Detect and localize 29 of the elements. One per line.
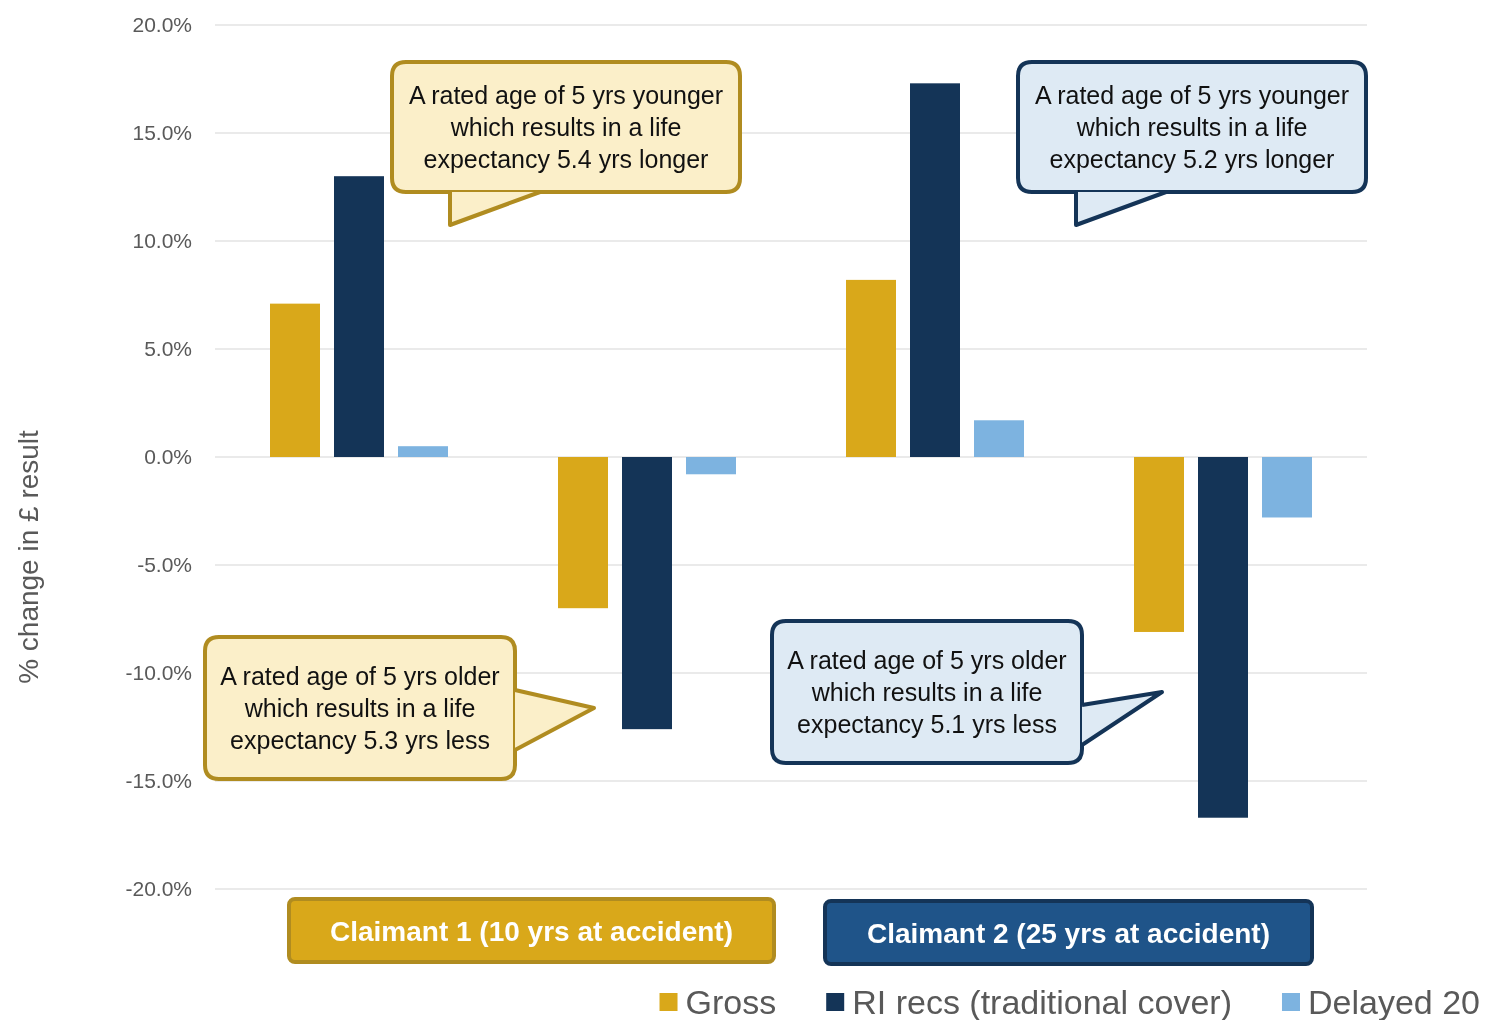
bar: [974, 420, 1024, 457]
annotation: A rated age of 5 yrs younger which results in a life expectancy 5.4 yrs longer: [408, 81, 724, 173]
y-tick-label: 10.0%: [132, 229, 192, 253]
y-axis-title: % change in £ result: [13, 429, 44, 684]
text: Claimant 1 (10 yrs at accident): [329, 915, 734, 947]
bar: [398, 446, 448, 457]
bar: [1262, 457, 1312, 518]
annotation: A rated age of 5 yrs older which results in a life expectancy 5.1 yrs less: [787, 646, 1067, 738]
bar: [270, 303, 320, 457]
y-tick-label: 0.0%: [144, 445, 192, 469]
text: Claimant 2 (25 yrs at accident): [866, 917, 1271, 949]
bar: [1134, 457, 1184, 632]
bar: [558, 457, 608, 609]
bar: [334, 176, 384, 457]
y-tick-label: -20.0%: [125, 877, 192, 901]
y-tick-label: -15.0%: [125, 769, 192, 793]
y-tick-label: 5.0%: [144, 337, 192, 361]
y-tick-label: -5.0%: [137, 553, 192, 577]
bar: [686, 457, 736, 475]
y-tick-label: 15.0%: [132, 121, 192, 145]
annotation: A rated age of 5 yrs older which results in a life expectancy 5.3 yrs less: [220, 662, 500, 754]
bar: [910, 83, 960, 457]
bar: [1198, 457, 1248, 818]
annotation: A rated age of 5 yrs younger which results in a life expectancy 5.2 yrs longer: [1034, 81, 1350, 173]
bar: [846, 279, 896, 457]
y-tick-label: -10.0%: [125, 661, 192, 685]
legend-label: Gross: [685, 983, 777, 1020]
bar: [622, 457, 672, 730]
y-tick-label: 20.0%: [132, 13, 192, 37]
